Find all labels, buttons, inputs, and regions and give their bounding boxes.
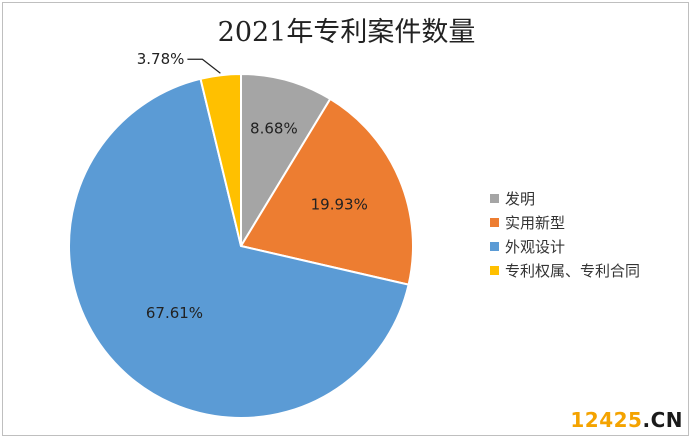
slice-data-label: 3.78% [137,50,185,68]
chart-legend: 发明 实用新型 外观设计 专利权属、专利合同 [490,186,640,282]
legend-swatch [490,193,499,203]
slice-invention [240,72,332,250]
leader-line [187,58,221,74]
legend-item-utility-model: 实用新型 [490,210,640,234]
legend-swatch [490,241,499,251]
legend-item-design: 外观设计 [490,234,640,258]
watermark-number: 12425 [570,408,643,432]
slice-data-label: 67.61% [146,304,203,322]
chart-title: 2021年专利案件数量 [217,17,476,48]
legend-item-ownership-contract: 专利权属、专利合同 [490,258,640,282]
slice-design [68,77,410,419]
legend-label: 发明 [505,189,536,208]
slice-data-label: 19.93% [311,196,368,214]
legend-label: 外观设计 [505,237,566,256]
legend-swatch [490,217,499,227]
legend-swatch [490,265,499,275]
slice-utility-model [239,97,414,286]
legend-item-invention: 发明 [490,186,640,210]
watermark-logo: 12425.CN [570,408,683,432]
legend-label: 实用新型 [505,213,566,232]
legend-label: 专利权属、专利合同 [505,261,641,280]
watermark-domain: .CN [642,408,683,432]
slice-data-label: 8.68% [250,119,298,137]
slice-ownership-contract [199,72,242,247]
